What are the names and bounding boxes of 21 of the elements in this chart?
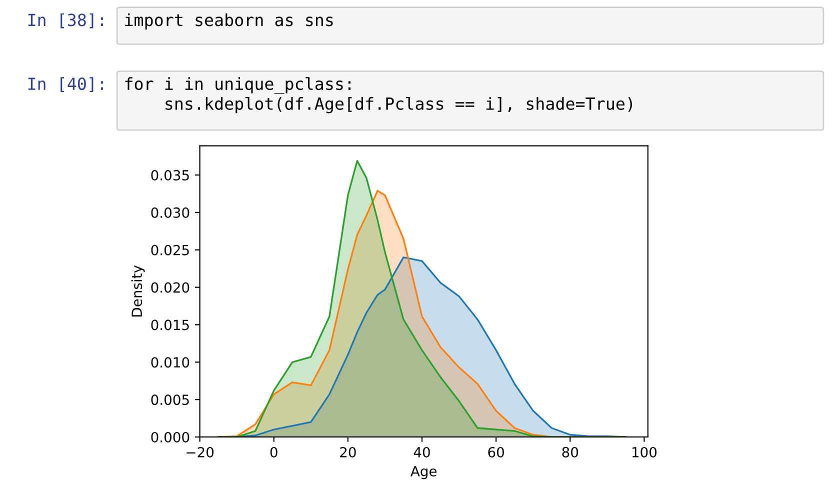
x-tick-label: 60 — [488, 446, 504, 458]
y-tick-label: 0.035 — [151, 170, 189, 180]
y-tick-label: 0.025 — [151, 244, 189, 256]
y-tick-label: 0.005 — [151, 394, 189, 406]
y-tick-label: 0.030 — [151, 207, 190, 218]
x-tick-label: −20 — [186, 446, 214, 458]
x-tick-label: 0 — [270, 446, 278, 458]
y-tick-label: 0.010 — [151, 357, 190, 368]
x-tick-label: 40 — [414, 446, 430, 458]
text: import seaborn as sns — [125, 13, 333, 30]
y-tick-label: 0.015 — [151, 320, 189, 330]
x-axis-title: Age — [410, 466, 437, 480]
text: In [38]: — [28, 13, 104, 28]
y-axis-title: Density — [131, 265, 145, 316]
x-tick-label: 80 — [562, 446, 578, 458]
x-tick-label: 20 — [340, 446, 356, 458]
y-tick-label: 0.020 — [151, 282, 190, 293]
y-tick-label: 0.000 — [151, 432, 190, 442]
text: for i in unique_pclass: sns.kdeplot(df.Age[df.Pclass == i], shade=True) — [125, 77, 632, 114]
text: In [40]: — [28, 77, 104, 92]
x-tick-label: 100 — [632, 446, 657, 458]
